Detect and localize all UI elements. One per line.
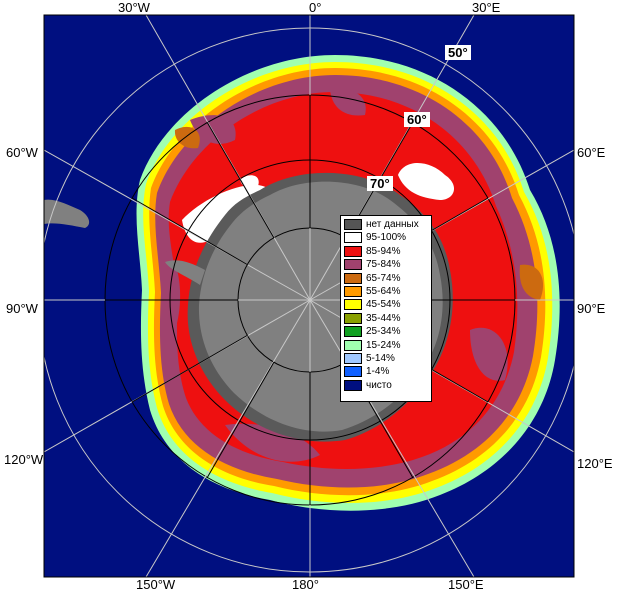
legend-swatch [344, 352, 362, 364]
legend-item: 1-4% [344, 365, 431, 378]
meridian-label-30w: 30°W [118, 0, 150, 15]
meridian-label-60e: 60°E [577, 145, 606, 160]
legend-label: 15-24% [366, 339, 401, 351]
legend-swatch [344, 339, 362, 351]
antarctic-peninsula [165, 260, 205, 285]
latitude-label-70: 70° [367, 176, 393, 191]
ice-patch-65-74 [174, 126, 200, 149]
legend-swatch [344, 366, 362, 378]
ice-patch-75-84 [470, 327, 508, 381]
legend-label: 25-34% [366, 326, 401, 338]
legend-item: 85-94% [344, 245, 431, 258]
legend-swatch [344, 272, 362, 284]
meridian-label-120w: 120°W [4, 452, 44, 467]
legend-label: 85-94% [366, 245, 401, 257]
legend-label: 5-14% [366, 352, 395, 364]
legend-item: 15-24% [344, 339, 431, 352]
ice-patch-75-84 [330, 88, 366, 116]
meridian-label-0: 0° [309, 0, 322, 15]
latitude-label-60: 60° [404, 112, 430, 127]
legend-label: чисто [366, 379, 392, 391]
legend-label: 1-4% [366, 366, 390, 378]
legend-label: 65-74% [366, 272, 401, 284]
legend-item: 5-14% [344, 352, 431, 365]
latitude-label-50: 50° [445, 45, 471, 60]
legend-swatch [344, 285, 362, 297]
legend-item: нет данных [344, 218, 431, 231]
legend-label: нет данных [366, 219, 419, 230]
legend-item: чисто [344, 379, 431, 392]
meridian-label-150w: 150°W [136, 577, 176, 592]
ice-patch-75-84 [225, 423, 320, 462]
legend-item: 45-54% [344, 298, 431, 311]
ice-patch-95-100 [398, 162, 455, 200]
legend-swatch [344, 379, 362, 391]
meridian-label-60w: 60°W [6, 145, 38, 160]
legend-item: 65-74% [344, 272, 431, 285]
map-frame [43, 14, 575, 578]
meridian-label-150e: 150°E [448, 577, 484, 592]
ice-patch-95-100 [240, 175, 259, 188]
legend-label: 95-100% [366, 232, 407, 244]
meridian-label-180: 180° [292, 577, 319, 592]
legend-item: 95-100% [344, 231, 431, 244]
meridian-label-90e: 90°E [577, 301, 606, 316]
meridian-label-120e: 120°E [577, 456, 613, 471]
legend-item: 75-84% [344, 258, 431, 271]
ice-patch-65-74 [519, 264, 544, 300]
south-america-land [44, 199, 90, 228]
legend-swatch [344, 259, 362, 271]
meridian-label-90w: 90°W [6, 301, 38, 316]
legend-swatch [344, 245, 362, 257]
legend-item: 35-44% [344, 312, 431, 325]
legend-item: 25-34% [344, 325, 431, 338]
legend: нет данных 95-100% 85-94% 75-84% 65-74% … [340, 215, 432, 402]
meridian-label-30e: 30°E [472, 0, 501, 15]
legend-swatch [344, 299, 362, 311]
legend-swatch [344, 312, 362, 324]
legend-item: 55-64% [344, 285, 431, 298]
legend-swatch [344, 232, 362, 244]
ice-patch-75-84 [190, 115, 236, 144]
legend-label: 35-44% [366, 312, 401, 324]
legend-label: 55-64% [366, 285, 401, 297]
legend-label: 45-54% [366, 299, 401, 311]
legend-swatch [344, 219, 362, 230]
legend-label: 75-84% [366, 259, 401, 271]
legend-swatch [344, 326, 362, 338]
